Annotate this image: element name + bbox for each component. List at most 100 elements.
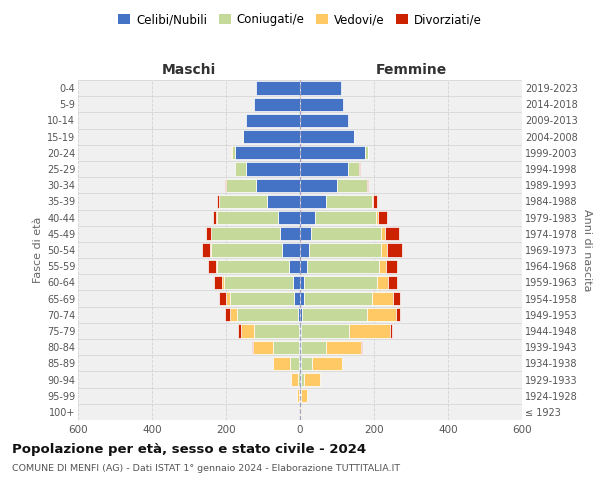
Bar [337, 178, 367, 192]
Bar [300, 98, 343, 111]
Bar [300, 82, 341, 94]
Bar [300, 406, 301, 418]
Bar [242, 130, 300, 143]
Bar [361, 340, 362, 354]
Bar [312, 356, 342, 370]
Bar [217, 260, 289, 273]
Bar [300, 162, 348, 175]
Bar [215, 260, 217, 273]
Bar [300, 389, 301, 402]
Bar [301, 324, 349, 338]
Bar [235, 146, 300, 160]
Bar [289, 260, 300, 273]
Bar [300, 178, 337, 192]
Bar [367, 178, 368, 192]
Bar [290, 356, 299, 370]
Bar [211, 244, 281, 256]
Bar [237, 308, 298, 322]
Bar [307, 260, 379, 273]
Bar [226, 178, 256, 192]
Bar [232, 146, 235, 160]
Bar [298, 308, 300, 322]
Bar [202, 244, 211, 256]
Bar [223, 276, 224, 289]
Bar [326, 340, 361, 354]
Bar [388, 276, 397, 289]
Bar [304, 276, 377, 289]
Bar [295, 292, 300, 305]
Bar [304, 292, 372, 305]
Bar [298, 373, 300, 386]
Bar [299, 340, 300, 354]
Bar [304, 373, 320, 386]
Y-axis label: Fasce di età: Fasce di età [32, 217, 43, 283]
Bar [230, 292, 295, 305]
Bar [217, 211, 278, 224]
Bar [300, 292, 304, 305]
Bar [206, 227, 211, 240]
Text: Popolazione per età, sesso e stato civile - 2024: Popolazione per età, sesso e stato civil… [12, 442, 366, 456]
Bar [235, 162, 247, 175]
Bar [214, 211, 217, 224]
Bar [247, 114, 300, 127]
Bar [226, 292, 230, 305]
Bar [367, 308, 396, 322]
Bar [386, 260, 397, 273]
Bar [299, 356, 300, 370]
Bar [300, 130, 353, 143]
Bar [349, 324, 390, 338]
Bar [256, 82, 300, 94]
Bar [300, 356, 301, 370]
Bar [353, 130, 355, 143]
Bar [281, 244, 300, 256]
Bar [379, 260, 386, 273]
Bar [348, 162, 359, 175]
Bar [298, 389, 299, 402]
Bar [217, 195, 218, 208]
Bar [300, 324, 301, 338]
Bar [247, 162, 300, 175]
Bar [230, 308, 237, 322]
Bar [254, 98, 300, 111]
Bar [309, 244, 382, 256]
Bar [376, 211, 378, 224]
Bar [301, 340, 326, 354]
Bar [220, 292, 226, 305]
Text: Femmine: Femmine [376, 64, 446, 78]
Bar [300, 308, 302, 322]
Bar [214, 276, 223, 289]
Legend: Celibi/Nubili, Coniugati/e, Vedovi/e, Divorziati/e: Celibi/Nubili, Coniugati/e, Vedovi/e, Di… [113, 8, 487, 31]
Bar [231, 146, 232, 160]
Bar [241, 324, 254, 338]
Bar [280, 227, 300, 240]
Bar [273, 340, 299, 354]
Bar [211, 227, 280, 240]
Bar [373, 195, 377, 208]
Bar [299, 324, 300, 338]
Bar [300, 276, 304, 289]
Bar [300, 114, 348, 127]
Bar [300, 211, 315, 224]
Bar [256, 178, 300, 192]
Bar [300, 373, 301, 386]
Text: COMUNE DI MENFI (AG) - Dati ISTAT 1° gennaio 2024 - Elaborazione TUTTITALIA.IT: COMUNE DI MENFI (AG) - Dati ISTAT 1° gen… [12, 464, 400, 473]
Bar [377, 276, 388, 289]
Bar [293, 276, 300, 289]
Bar [301, 356, 312, 370]
Bar [225, 308, 230, 322]
Bar [278, 211, 300, 224]
Bar [218, 195, 267, 208]
Bar [387, 244, 402, 256]
Bar [238, 324, 241, 338]
Bar [311, 227, 382, 240]
Bar [254, 324, 299, 338]
Bar [300, 227, 311, 240]
Bar [299, 389, 300, 402]
Bar [326, 195, 372, 208]
Bar [302, 308, 367, 322]
Bar [315, 211, 376, 224]
Bar [291, 373, 298, 386]
Bar [253, 340, 273, 354]
Bar [385, 227, 399, 240]
Bar [300, 260, 307, 273]
